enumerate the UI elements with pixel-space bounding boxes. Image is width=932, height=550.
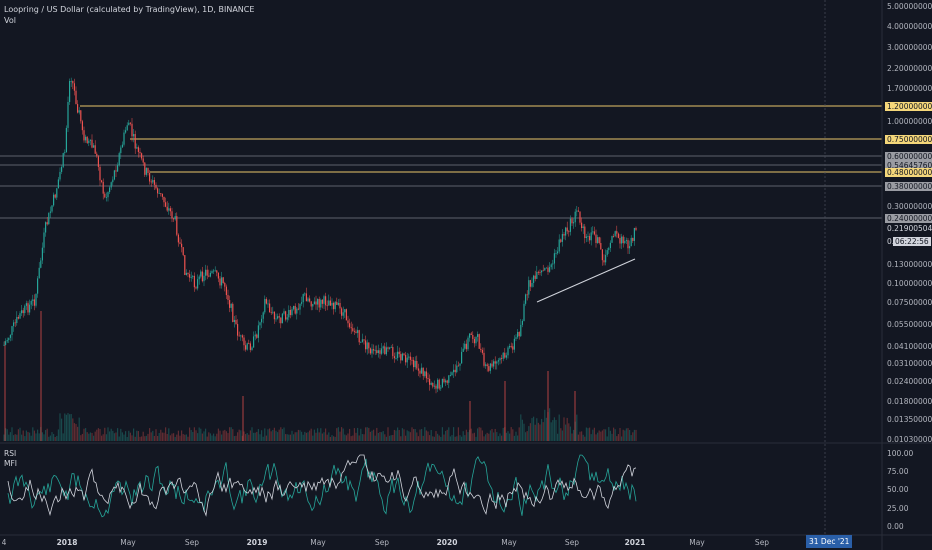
symbol-title[interactable]: Loopring / US Dollar (calculated by Trad… [4,5,255,14]
time-tick-label: May [689,538,705,547]
price-tick-label: 0.10000000 [887,279,932,288]
time-tick-label: May [120,538,136,547]
time-tick-label: Sep [184,538,200,547]
time-tick-label: 2018 [56,538,78,547]
price-tick-label: 0.07500000 [887,298,932,307]
price-tick-label: 0.03100000 [887,359,932,368]
level-price-label: 0.38000000 [885,181,932,191]
price-tick-label: 1.70000000 [887,84,932,93]
time-tick-label: Sep [374,538,390,547]
candlestick-series [3,77,637,394]
price-tick-label: 4.00000000 [887,22,932,31]
price-tick-label: 0.01800000 [887,397,932,406]
price-tick-label: 0.30000000 [887,202,932,211]
indicator-tick-label: 50.00 [887,485,909,494]
indicator-tick-label: 100.00 [887,449,914,458]
price-tick-label: 0.01030000 [887,435,932,444]
indicator-tick-label: 0.00 [887,522,904,531]
price-tick-label: 2.20000000 [887,64,932,73]
price-tick-label: 0.01350000 [887,415,932,424]
price-tick-label: 0.05500000 [887,320,932,329]
level-price-label: 0.75000000 [885,134,932,144]
time-tick-label: 2019 [246,538,268,547]
level-price-label: 1.20000000 [885,101,932,111]
level-price-label: 0.54645760 [885,160,932,170]
trendline[interactable] [536,258,636,303]
time-tick-label: Sep [564,538,580,547]
horizontal-levels[interactable] [0,105,882,219]
time-tick-label: 2021 [624,538,646,547]
price-tick-label: 0.02400000 [887,377,932,386]
price-tick-label: 3.00000000 [887,43,932,52]
level-price-label: 0.21900504 [885,223,932,233]
indicator-lines [7,454,637,518]
rsi-label[interactable]: RSI [4,449,17,458]
time-tick-label: 4 [1,538,7,547]
countdown-badge: 06:22:56 [893,237,931,246]
price-tick-label: 5.00000000 [887,2,932,11]
level-price-label: 0.60000000 [885,151,932,161]
indicator-tick-label: 25.00 [887,504,909,513]
crosshair-date-label: 31 Dec '21 [806,535,853,548]
mfi-label[interactable]: MFI [4,459,17,468]
level-price-label: 0.48000000 [885,167,932,177]
price-tick-label: 0.04100000 [887,342,932,351]
time-tick-label: Sep [754,538,770,547]
indicator-tick-label: 75.00 [887,467,909,476]
volume-bars [3,311,637,441]
volume-label[interactable]: Vol [4,16,16,25]
price-tick-label: 0.13000000 [887,260,932,269]
price-tick-label: 1.00000000 [887,117,932,126]
time-tick-label: 2020 [436,538,458,547]
current-price-partial: 0. [887,237,895,246]
level-price-label: 0.24000000 [885,213,932,223]
time-tick-label: May [310,538,326,547]
time-tick-label: May [501,538,517,547]
